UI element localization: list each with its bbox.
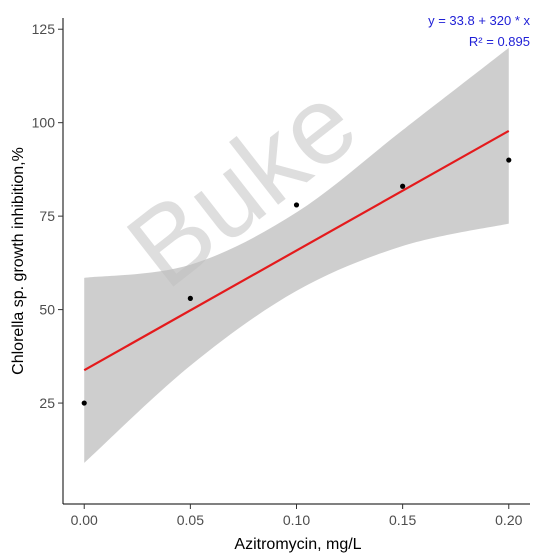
y-tick-label: 25	[39, 395, 55, 411]
y-tick-label: 50	[39, 302, 55, 318]
x-tick-label: 0.20	[495, 512, 522, 528]
data-point	[81, 400, 87, 406]
x-tick-label: 0.00	[71, 512, 98, 528]
regression-equation: y = 33.8 + 320 * x	[428, 13, 530, 28]
data-point	[293, 202, 300, 208]
data-points-layer	[81, 157, 512, 406]
data-point	[506, 157, 512, 163]
confidence-band	[84, 47, 509, 463]
x-axis-title: Azitromycin, mg/L	[234, 536, 361, 553]
data-point	[187, 295, 193, 301]
regression-line	[83, 129, 510, 372]
y-ticks: 25 50 75 100 125	[32, 21, 63, 411]
y-tick-label: 75	[39, 208, 55, 224]
y-tick-label: 125	[32, 21, 56, 37]
r-squared-label: R² = 0.895	[469, 34, 530, 49]
x-ticks: 0.00 0.05 0.10 0.15 0.20	[71, 504, 523, 528]
y-axis-title: Chlorella sp. growth inhibition,%	[10, 147, 27, 375]
x-tick-label: 0.05	[177, 512, 204, 528]
y-tick-label: 100	[32, 115, 56, 131]
data-point	[400, 183, 406, 189]
x-tick-label: 0.10	[283, 512, 310, 528]
regression-line-layer	[83, 129, 510, 372]
confidence-band-layer	[84, 47, 509, 463]
x-tick-label: 0.15	[389, 512, 416, 528]
